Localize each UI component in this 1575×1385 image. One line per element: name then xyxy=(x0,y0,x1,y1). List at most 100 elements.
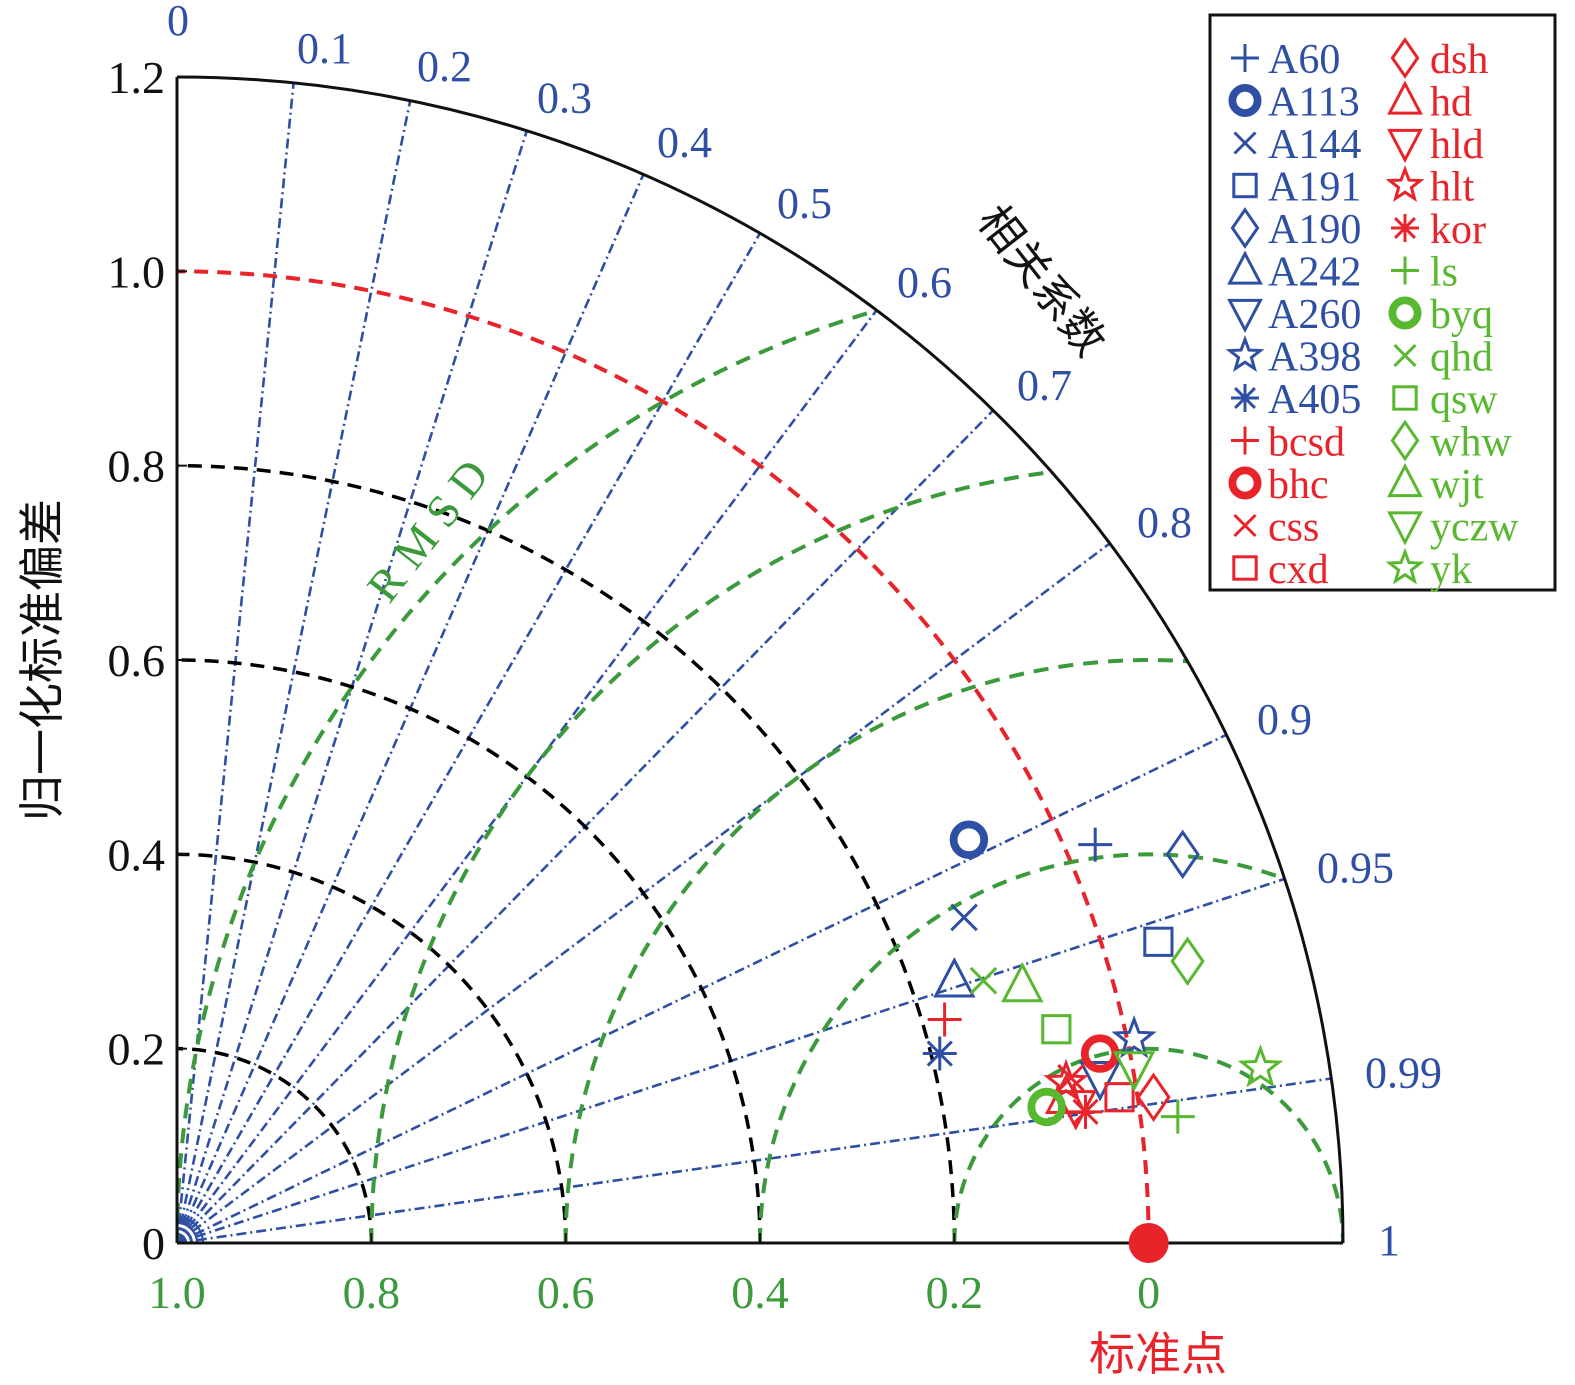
rmsd-arc xyxy=(952,1046,1343,1243)
reference-label: 标准点 xyxy=(1089,1329,1227,1380)
data-point-a191 xyxy=(1143,926,1174,957)
legend-marker-qhd xyxy=(1393,343,1417,368)
legend-marker-hlt xyxy=(1385,165,1425,203)
legend-marker-bcsd xyxy=(1231,426,1259,455)
data-point-dsh xyxy=(1136,1072,1171,1122)
data-point-hlt xyxy=(1043,1058,1089,1102)
std-arc xyxy=(176,852,568,1244)
legend-marker-a405 xyxy=(1231,384,1259,412)
mark-triangle xyxy=(1227,250,1263,285)
mark-tri-down xyxy=(1387,128,1423,164)
std-arc-reference xyxy=(176,269,1151,1244)
corr-tick-label: 0.9 xyxy=(1257,695,1312,744)
legend-marker-a398 xyxy=(1225,335,1265,373)
reference-point xyxy=(1128,1223,1169,1263)
legend-marker-wjt xyxy=(1387,462,1423,498)
legend-label-a60: A60 xyxy=(1268,37,1340,83)
mark-asterisk xyxy=(922,1036,957,1071)
mark-triangle xyxy=(1387,80,1423,115)
rmsd-tick-label: 0.2 xyxy=(926,1267,984,1318)
legend-label-whw: whw xyxy=(1430,420,1512,466)
mark-diamond xyxy=(1390,419,1420,462)
std-tick-label: 1.2 xyxy=(108,52,166,103)
corr-tick-label: 0.95 xyxy=(1317,843,1394,892)
mark-star xyxy=(1385,547,1425,585)
legend-label-ls: ls xyxy=(1430,250,1458,296)
corr-tick-label: 0.8 xyxy=(1137,498,1192,547)
corr-tick-label: 1 xyxy=(1378,1216,1400,1265)
mark-square xyxy=(1392,385,1418,411)
mark-square xyxy=(1143,926,1174,957)
mark-plus xyxy=(1160,1099,1195,1134)
mark-x xyxy=(1233,131,1257,155)
data-point-byq xyxy=(1027,1087,1066,1127)
legend-marker-dsh xyxy=(1390,37,1420,79)
mark-plus xyxy=(927,1002,962,1037)
mark-diamond xyxy=(1165,829,1200,880)
mark-star xyxy=(1225,335,1265,373)
legend-label-yczw: yczw xyxy=(1430,505,1519,551)
data-point-qhd xyxy=(969,966,998,995)
legend-marker-whw xyxy=(1390,419,1420,462)
data-point-a242 xyxy=(933,957,976,998)
data-point-whw xyxy=(1170,936,1205,986)
legend-marker-a113 xyxy=(1228,84,1262,118)
std-arc xyxy=(176,658,762,1244)
data-point-a190 xyxy=(1165,829,1200,880)
legend-box xyxy=(1208,13,1557,592)
std-tick-label: 1.0 xyxy=(108,246,166,297)
mark-tri-down xyxy=(1078,1061,1122,1102)
corr-tick-label: 0.5 xyxy=(777,179,832,228)
rmsd-tick-label: 0 xyxy=(1137,1267,1160,1318)
mark-asterisk xyxy=(1231,384,1259,412)
legend-label-a113: A113 xyxy=(1268,80,1360,126)
data-point-ls xyxy=(1160,1099,1195,1134)
legend-label-qhd: qhd xyxy=(1430,335,1493,381)
origin-ring xyxy=(176,1222,198,1244)
corr-tick-label: 0.4 xyxy=(657,118,712,167)
outer-arc xyxy=(176,75,1345,1244)
std-arc xyxy=(176,463,957,1244)
legend-label-hld: hld xyxy=(1430,122,1484,168)
data-point-kor xyxy=(1068,1094,1103,1129)
rmsd-arcs xyxy=(177,272,1343,1243)
std-arc xyxy=(176,1046,374,1244)
mark-circle xyxy=(1228,84,1262,118)
y-axis-label: 归一化标准偏差 xyxy=(17,499,68,821)
legend-label-a190: A190 xyxy=(1268,207,1361,253)
legend-marker-qsw xyxy=(1392,385,1418,411)
mark-x xyxy=(969,966,998,995)
origin-ring xyxy=(176,1216,204,1244)
legend-label-css: css xyxy=(1268,505,1319,551)
mark-tri-down xyxy=(1387,511,1423,546)
legend-marker-cxd xyxy=(1232,555,1258,581)
mark-plus xyxy=(1391,256,1419,285)
legend-marker-css xyxy=(1233,513,1257,538)
mark-star xyxy=(1237,1044,1284,1088)
legend-label-a242: A242 xyxy=(1268,250,1361,296)
mark-tri-down xyxy=(1112,1051,1156,1092)
legend-label-bhc: bhc xyxy=(1268,462,1329,508)
legend-marker-a190 xyxy=(1230,207,1260,249)
legend-label-a405: A405 xyxy=(1268,377,1361,423)
legend-label-hd: hd xyxy=(1430,80,1472,126)
std-tick-label: 0.8 xyxy=(108,441,166,492)
mark-star xyxy=(1111,1015,1157,1059)
legend-marker-yczw xyxy=(1387,511,1423,546)
corr-tick-label: 0.99 xyxy=(1365,1049,1442,1098)
data-point-yczw xyxy=(1112,1051,1156,1092)
rmsd-tick-label: 0.8 xyxy=(343,1267,401,1318)
data-point-yk xyxy=(1237,1044,1284,1088)
mark-diamond xyxy=(1170,936,1205,986)
grid-layer xyxy=(175,82,1343,1245)
mark-square xyxy=(1104,1082,1135,1113)
legend-marker-a144 xyxy=(1233,131,1257,155)
data-point-a144 xyxy=(950,903,978,932)
legend-marker-hld xyxy=(1387,128,1423,164)
data-point-a405 xyxy=(922,1036,957,1071)
legend-marker-a260 xyxy=(1227,298,1263,334)
mark-x xyxy=(1393,343,1417,368)
legend-marker-byq xyxy=(1388,296,1422,330)
data-point-wjt xyxy=(1001,961,1044,1003)
